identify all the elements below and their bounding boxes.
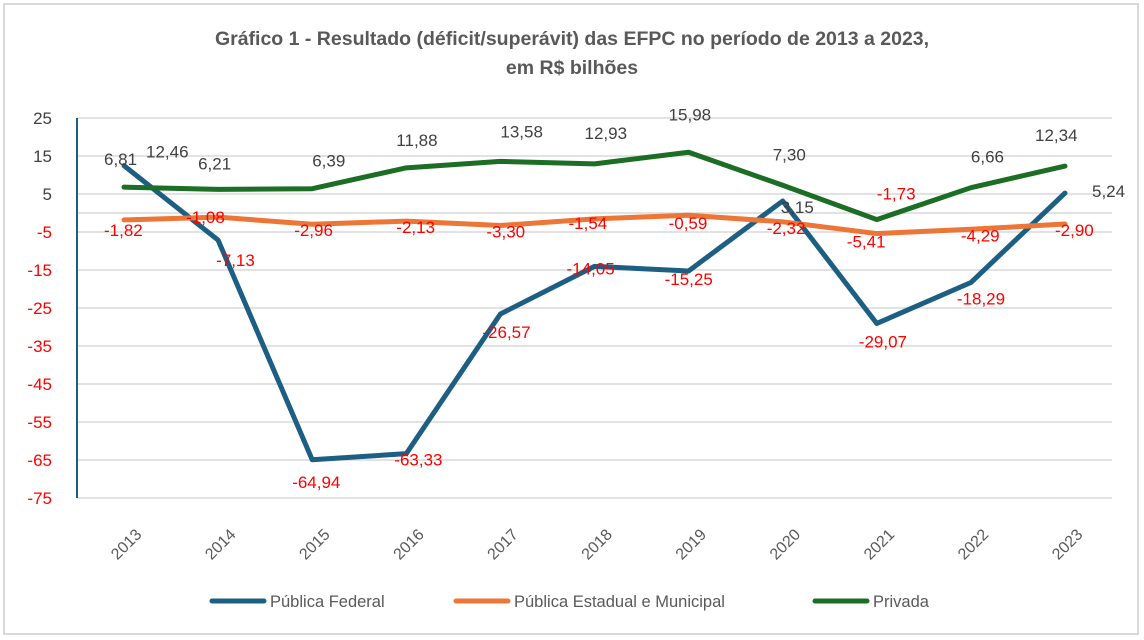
data-label: 12,46 (146, 143, 189, 162)
x-tick-label: 2019 (673, 526, 710, 563)
x-tick-label: 2020 (767, 526, 804, 563)
series-lines (121, 149, 1068, 463)
chart-title-line2: em R$ bilhões (505, 57, 639, 79)
data-labels: 12,46 -7,13 -64,94 -63,33 -26,57 -14,05 -15,25… (104, 105, 1125, 491)
y-tick-label: 15 (33, 147, 52, 166)
data-label: -1,82 (104, 221, 143, 240)
chart-frame (3, 3, 1139, 635)
x-tick-label: 2018 (579, 526, 616, 563)
data-label: -1,08 (186, 208, 225, 227)
data-label: -63,33 (394, 451, 442, 470)
data-label: 11,88 (396, 131, 437, 150)
y-tick-label: -55 (27, 413, 52, 432)
data-label: -2,32 (767, 219, 806, 238)
data-label: 6,66 (971, 148, 1004, 167)
data-label: 12,34 (1035, 126, 1078, 145)
y-tick-label: -75 (27, 489, 52, 508)
x-tick-label: 2022 (955, 526, 992, 563)
x-tick-label: 2016 (391, 526, 428, 563)
data-label: 6,81 (104, 150, 137, 169)
y-axis-ticks: 25 15 5 -5 -15 -25 -35 -45 -55 -65 -75 (27, 109, 52, 508)
series-line-1 (121, 163, 1068, 463)
data-label: -15,25 (665, 270, 713, 289)
legend-label-2: Pública Estadual e Municipal (514, 593, 725, 611)
data-label: -29,07 (859, 332, 907, 351)
data-label: 3,15 (781, 198, 814, 217)
chart-title-line1: Gráfico 1 - Resultado (déficit/superávit… (214, 28, 930, 50)
data-label: 12,93 (585, 124, 628, 143)
data-label: -2,90 (1055, 221, 1094, 240)
chart-title: Gráfico 1 - Resultado (déficit/superávit… (0, 25, 1144, 83)
data-label: 7,30 (773, 145, 806, 164)
data-label: 5,24 (1092, 182, 1125, 201)
x-tick-label: 2023 (1049, 526, 1086, 563)
data-label: 13,58 (500, 122, 543, 141)
data-label: -2,13 (396, 218, 435, 237)
data-label: -7,13 (216, 251, 255, 270)
data-label: -14,05 (567, 259, 615, 278)
data-label: -3,30 (486, 223, 525, 242)
y-tick-label: -5 (37, 223, 52, 242)
x-tick-label: 2021 (861, 526, 898, 563)
data-label: -26,57 (482, 323, 530, 342)
y-tick-label: -35 (27, 337, 52, 356)
data-label: -5,41 (847, 233, 886, 252)
legend-label-3: Privada (873, 593, 930, 611)
y-tick-label: -65 (27, 451, 52, 470)
y-tick-label: -15 (27, 261, 52, 280)
x-tick-label: 2015 (296, 526, 333, 563)
x-tick-label: 2013 (108, 526, 145, 563)
data-label: -1,73 (877, 185, 916, 204)
data-label: -64,94 (292, 473, 340, 492)
data-label: -4,29 (961, 226, 1000, 245)
legend-label-1: Pública Federal (270, 593, 385, 611)
data-label: -1,54 (569, 214, 608, 233)
x-tick-label: 2017 (485, 526, 522, 563)
y-tick-label: 25 (33, 109, 52, 128)
series-line-3 (121, 149, 1068, 223)
y-tick-label: -25 (27, 299, 52, 318)
data-label: -2,96 (294, 221, 333, 240)
data-label: -0,59 (669, 214, 708, 233)
data-label: 6,39 (312, 152, 345, 171)
x-axis-ticks: 2013 2014 2015 2016 2017 2018 2019 2020 2021 2022… (108, 526, 1086, 563)
x-tick-label: 2014 (202, 526, 239, 563)
data-label: 6,21 (198, 154, 231, 173)
legend: Pública Federal Pública Estadual e Munici… (209, 593, 930, 611)
y-tick-label: 5 (43, 185, 52, 204)
data-label: -18,29 (957, 290, 1005, 309)
y-tick-label: -45 (27, 375, 52, 394)
data-label: 15,98 (669, 105, 712, 124)
